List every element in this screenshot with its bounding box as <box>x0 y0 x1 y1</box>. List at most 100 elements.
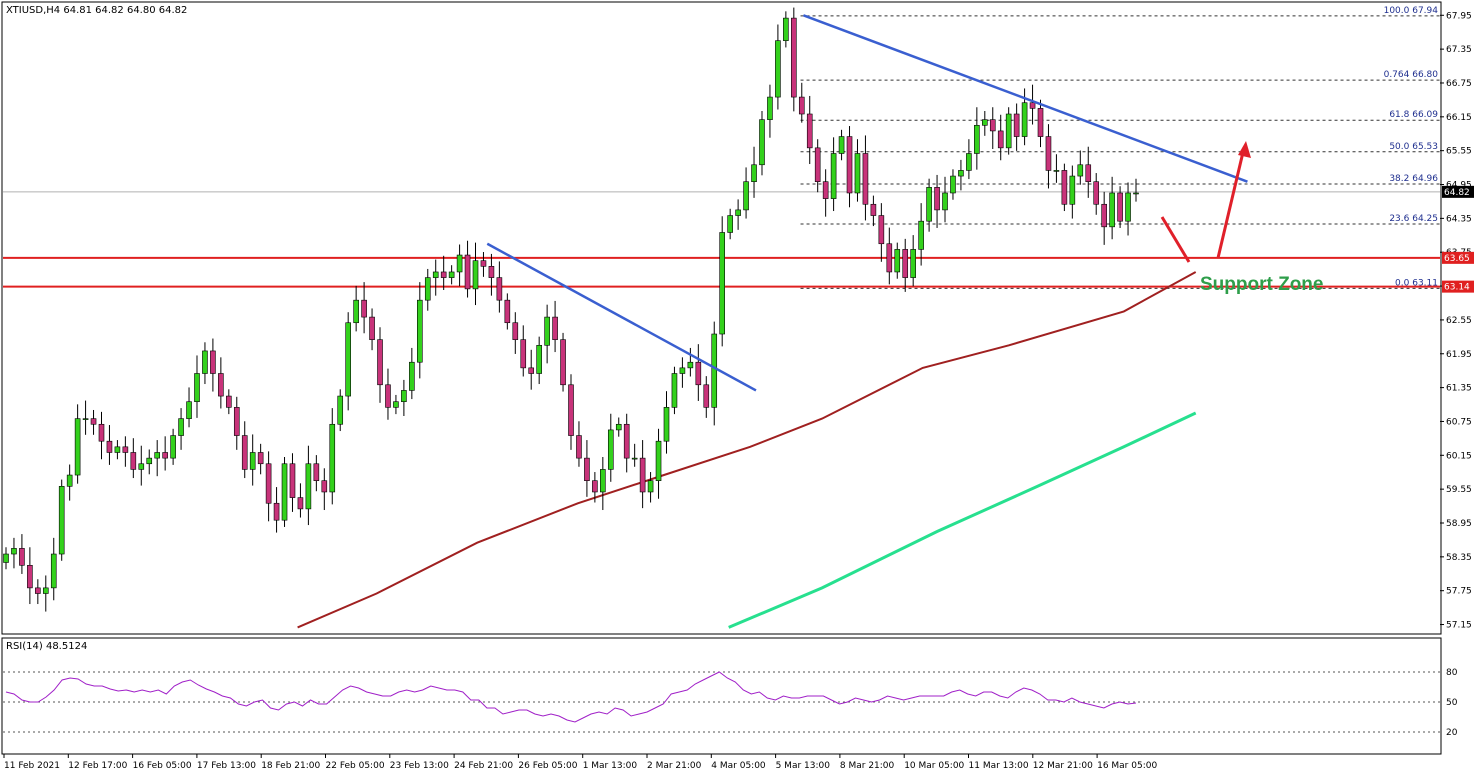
bear-candle <box>496 277 503 301</box>
bear-candle <box>162 452 168 459</box>
bull-candle <box>138 463 145 470</box>
bear-candle <box>822 181 829 199</box>
rsi-panel-frame <box>1 637 1442 755</box>
trendline <box>486 242 757 392</box>
price-tag-label: 64.82 <box>1444 188 1470 198</box>
bull-candle <box>974 124 980 154</box>
bull-candle <box>607 429 614 470</box>
bear-candle <box>584 457 590 481</box>
price-tick-label: 60.75 <box>1446 417 1472 427</box>
price-tick-label: 58.35 <box>1446 553 1472 563</box>
bear-candle <box>106 440 113 453</box>
price-tags: 64.82 63.65 63.14 <box>1442 185 1474 293</box>
bull-candle <box>417 299 423 363</box>
bull-candle <box>345 322 351 397</box>
bull-candle <box>329 423 336 493</box>
bull-candle <box>424 277 431 301</box>
price-tick-label: 62.55 <box>1446 316 1472 326</box>
bull-candle <box>655 440 662 481</box>
bull-candle <box>711 333 718 408</box>
bull-candle <box>170 435 176 459</box>
bull-candle <box>42 587 49 594</box>
bull-candle <box>647 480 654 493</box>
bull-candle <box>1077 164 1084 177</box>
time-tick-label: 8 Mar 21:00 <box>840 761 895 771</box>
bear-candle <box>377 339 383 386</box>
time-tick-label: 22 Feb 05:00 <box>326 761 385 771</box>
trendlines <box>486 14 1248 392</box>
bear-candle <box>233 407 240 436</box>
bull-candle <box>958 170 964 177</box>
bear-candle <box>703 384 710 408</box>
bull-candle <box>353 299 359 324</box>
bear-candle <box>791 17 797 98</box>
price-tick-label: 60.15 <box>1446 451 1472 461</box>
bull-candle <box>1133 192 1139 195</box>
bear-candle <box>592 480 598 493</box>
bull-candle <box>536 344 542 374</box>
bear-candle <box>1013 113 1020 137</box>
bear-candle <box>997 130 1004 149</box>
bear-candle <box>1101 203 1107 228</box>
time-tick-label: 26 Feb 05:00 <box>518 761 577 771</box>
bull-candle <box>926 187 932 222</box>
price-tick-label: 61.35 <box>1446 384 1472 394</box>
price-tag-box <box>1442 280 1474 293</box>
bull-candle <box>74 418 81 476</box>
bear-candle <box>90 418 97 425</box>
bear-candle <box>528 367 535 374</box>
bull-candle <box>687 361 694 369</box>
price-tick-label: 57.15 <box>1446 621 1472 631</box>
price-tick-label: 67.95 <box>1446 11 1472 21</box>
bear-candle <box>886 243 893 273</box>
bear-candle <box>520 339 527 369</box>
rsi-tick-label: 80 <box>1446 668 1458 678</box>
bull-candle <box>679 367 686 374</box>
down-arrow-line <box>1160 216 1191 263</box>
bear-candle <box>870 203 877 216</box>
bear-candle <box>488 266 495 278</box>
bull-candle <box>910 249 916 278</box>
bull-candle <box>735 209 741 216</box>
rsi-tick-label: 50 <box>1446 698 1458 708</box>
bull-candle <box>894 249 901 273</box>
bear-candle <box>313 463 320 481</box>
bear-candle <box>989 119 996 132</box>
bull-candle <box>1069 175 1076 205</box>
bull-candle <box>615 423 622 431</box>
fib-level-label: 50.0 65.53 <box>1389 142 1438 152</box>
time-axis: 11 Feb 2021 12 Feb 17:00 16 Feb 05:00 17 Fe… <box>3 754 1157 771</box>
time-tick-label: 12 Mar 21:00 <box>1033 761 1093 771</box>
bull-candle <box>393 401 399 408</box>
bull-candle <box>950 175 956 194</box>
bull-candle <box>775 40 781 98</box>
bull-candle <box>448 271 455 278</box>
bear-candle <box>623 423 630 459</box>
bull-candle <box>337 395 344 425</box>
bear-candle <box>639 457 646 493</box>
bull-candle <box>631 457 638 460</box>
price-tick-label: 58.95 <box>1446 519 1472 529</box>
bull-candle <box>544 316 550 346</box>
bear-candle <box>98 423 105 442</box>
bull-candle <box>830 153 837 199</box>
bull-candle <box>663 407 670 442</box>
bear-candle <box>1085 164 1092 182</box>
price-tick-label: 66.15 <box>1446 113 1472 123</box>
bear-candle <box>798 96 805 115</box>
price-tag-label: 63.65 <box>1444 254 1470 264</box>
bull-candle <box>1125 192 1131 222</box>
time-tick-label: 11 Mar 13:00 <box>969 761 1029 771</box>
bull-candle <box>966 153 972 171</box>
price-tick-label: 65.55 <box>1446 147 1472 157</box>
price-tag-box <box>1442 185 1474 198</box>
bear-candle <box>369 316 375 340</box>
bear-candle <box>210 350 216 374</box>
bull-candle <box>409 361 415 391</box>
rsi-series <box>3 671 1440 733</box>
up-arrow-line <box>1216 147 1246 259</box>
bear-candle <box>122 446 129 453</box>
bull-candle <box>751 164 757 182</box>
time-tick-label: 10 Mar 05:00 <box>904 761 964 771</box>
